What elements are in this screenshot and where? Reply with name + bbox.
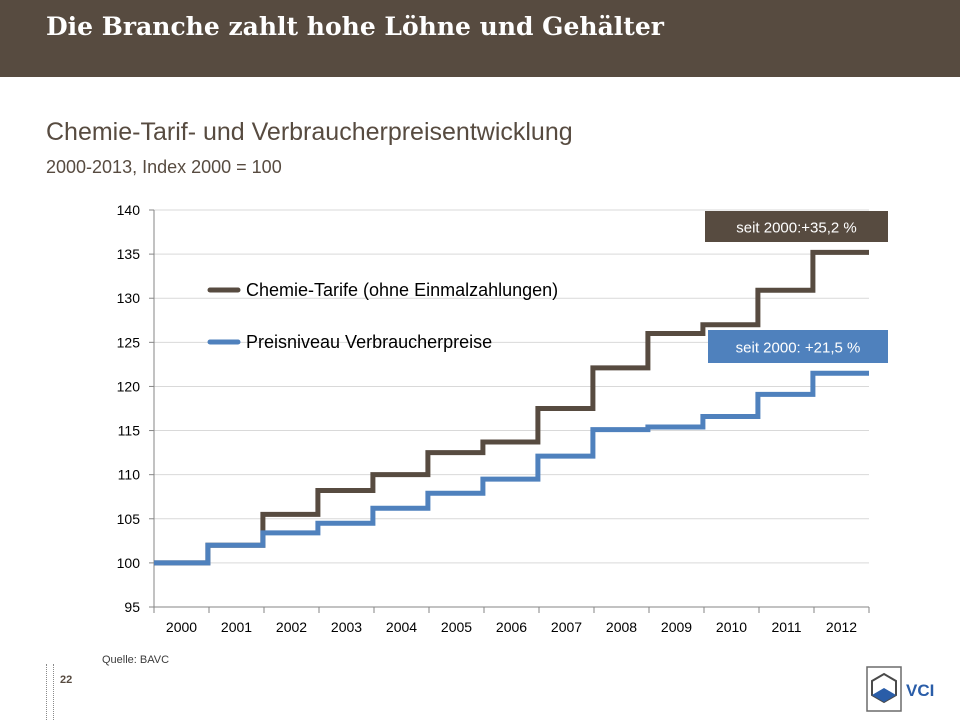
x-tick-label: 2008 [606, 619, 637, 635]
legend-label: Preisniveau Verbraucherpreise [246, 332, 492, 352]
page-number: 22 [60, 674, 73, 686]
x-tick-label: 2010 [716, 619, 747, 635]
series-line-verbraucher [154, 370, 869, 566]
x-tick-label: 2006 [496, 619, 527, 635]
y-tick-label: 120 [117, 378, 141, 394]
x-tick-label: 2004 [386, 619, 417, 635]
x-tick-label: 2001 [221, 619, 252, 635]
vci-logo: VCI [866, 666, 934, 712]
x-tick-label: 2011 [771, 619, 801, 635]
series-line-chemie [154, 249, 869, 566]
y-tick-label: 110 [118, 467, 141, 483]
annotation-label: seit 2000: +21,5 % [736, 340, 861, 357]
annotation-box [708, 330, 888, 363]
x-tick-label: 2009 [661, 619, 692, 635]
x-tick-label: 2007 [551, 619, 582, 635]
y-tick-label: 140 [117, 202, 141, 218]
page-rule [46, 664, 54, 720]
annotation-label: seit 2000:+35,2 % [736, 220, 857, 237]
chart-subtitle: Chemie-Tarif- und Verbraucherpreisentwic… [46, 118, 573, 146]
y-tick-label: 115 [118, 423, 141, 439]
y-tick-label: 125 [117, 334, 141, 350]
y-tick-label: 135 [117, 246, 141, 262]
y-tick-label: 100 [117, 555, 141, 571]
x-tick-label: 2005 [441, 619, 472, 635]
source-note: Quelle: BAVC [102, 654, 170, 666]
header-bar: Die Branche zahlt hohe Löhne und Gehälte… [0, 0, 960, 77]
y-tick-label: 130 [117, 290, 141, 306]
y-tick-label: 105 [117, 511, 141, 527]
x-tick-label: 2000 [166, 619, 197, 635]
svg-text:VCI: VCI [906, 681, 934, 700]
x-tick-label: 2002 [276, 619, 307, 635]
chart-subsubtitle: 2000-2013, Index 2000 = 100 [46, 157, 282, 177]
slide-title: Die Branche zahlt hohe Löhne und Gehälte… [46, 12, 664, 41]
x-tick-label: 2003 [331, 619, 362, 635]
y-tick-label: 95 [124, 599, 140, 615]
legend-label: Chemie-Tarife (ohne Einmalzahlungen) [246, 280, 558, 300]
annotation-box [705, 211, 888, 242]
x-tick-label: 2012 [826, 619, 857, 635]
